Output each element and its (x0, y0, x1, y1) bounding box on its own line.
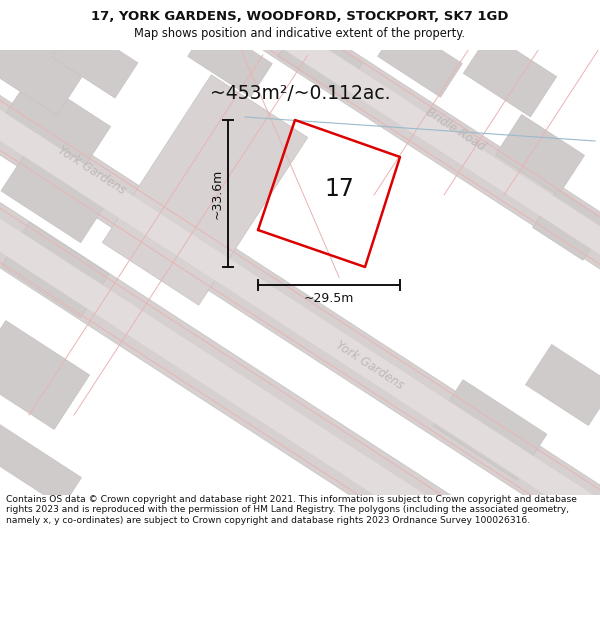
Polygon shape (1, 222, 109, 318)
Text: 17, YORK GARDENS, WOODFORD, STOCKPORT, SK7 1GD: 17, YORK GARDENS, WOODFORD, STOCKPORT, S… (91, 10, 509, 23)
Polygon shape (0, 102, 600, 538)
Polygon shape (188, 0, 600, 292)
Polygon shape (496, 114, 584, 196)
Polygon shape (377, 22, 463, 98)
Polygon shape (0, 321, 89, 429)
Polygon shape (0, 211, 600, 625)
Text: ~33.6m: ~33.6m (211, 168, 223, 219)
Text: York Gardens: York Gardens (56, 143, 128, 197)
Polygon shape (103, 75, 308, 305)
Text: ~453m²/~0.112ac.: ~453m²/~0.112ac. (210, 84, 390, 103)
Polygon shape (182, 0, 600, 302)
Text: York Gardens: York Gardens (334, 338, 406, 392)
Polygon shape (0, 15, 87, 115)
Text: 17: 17 (325, 176, 355, 201)
Polygon shape (0, 92, 600, 548)
Polygon shape (526, 344, 600, 426)
Polygon shape (1, 148, 109, 242)
Polygon shape (0, 423, 82, 507)
Polygon shape (533, 190, 600, 260)
Polygon shape (52, 22, 138, 98)
Polygon shape (463, 33, 557, 117)
Text: ~29.5m: ~29.5m (304, 292, 354, 306)
Text: Map shows position and indicative extent of the property.: Map shows position and indicative extent… (134, 27, 466, 40)
Polygon shape (278, 22, 362, 98)
Polygon shape (188, 22, 272, 98)
Polygon shape (433, 380, 547, 480)
Polygon shape (0, 75, 110, 175)
Text: Contains OS data © Crown copyright and database right 2021. This information is : Contains OS data © Crown copyright and d… (6, 495, 577, 525)
Text: Bridle Road: Bridle Road (423, 106, 487, 154)
Polygon shape (0, 200, 600, 625)
